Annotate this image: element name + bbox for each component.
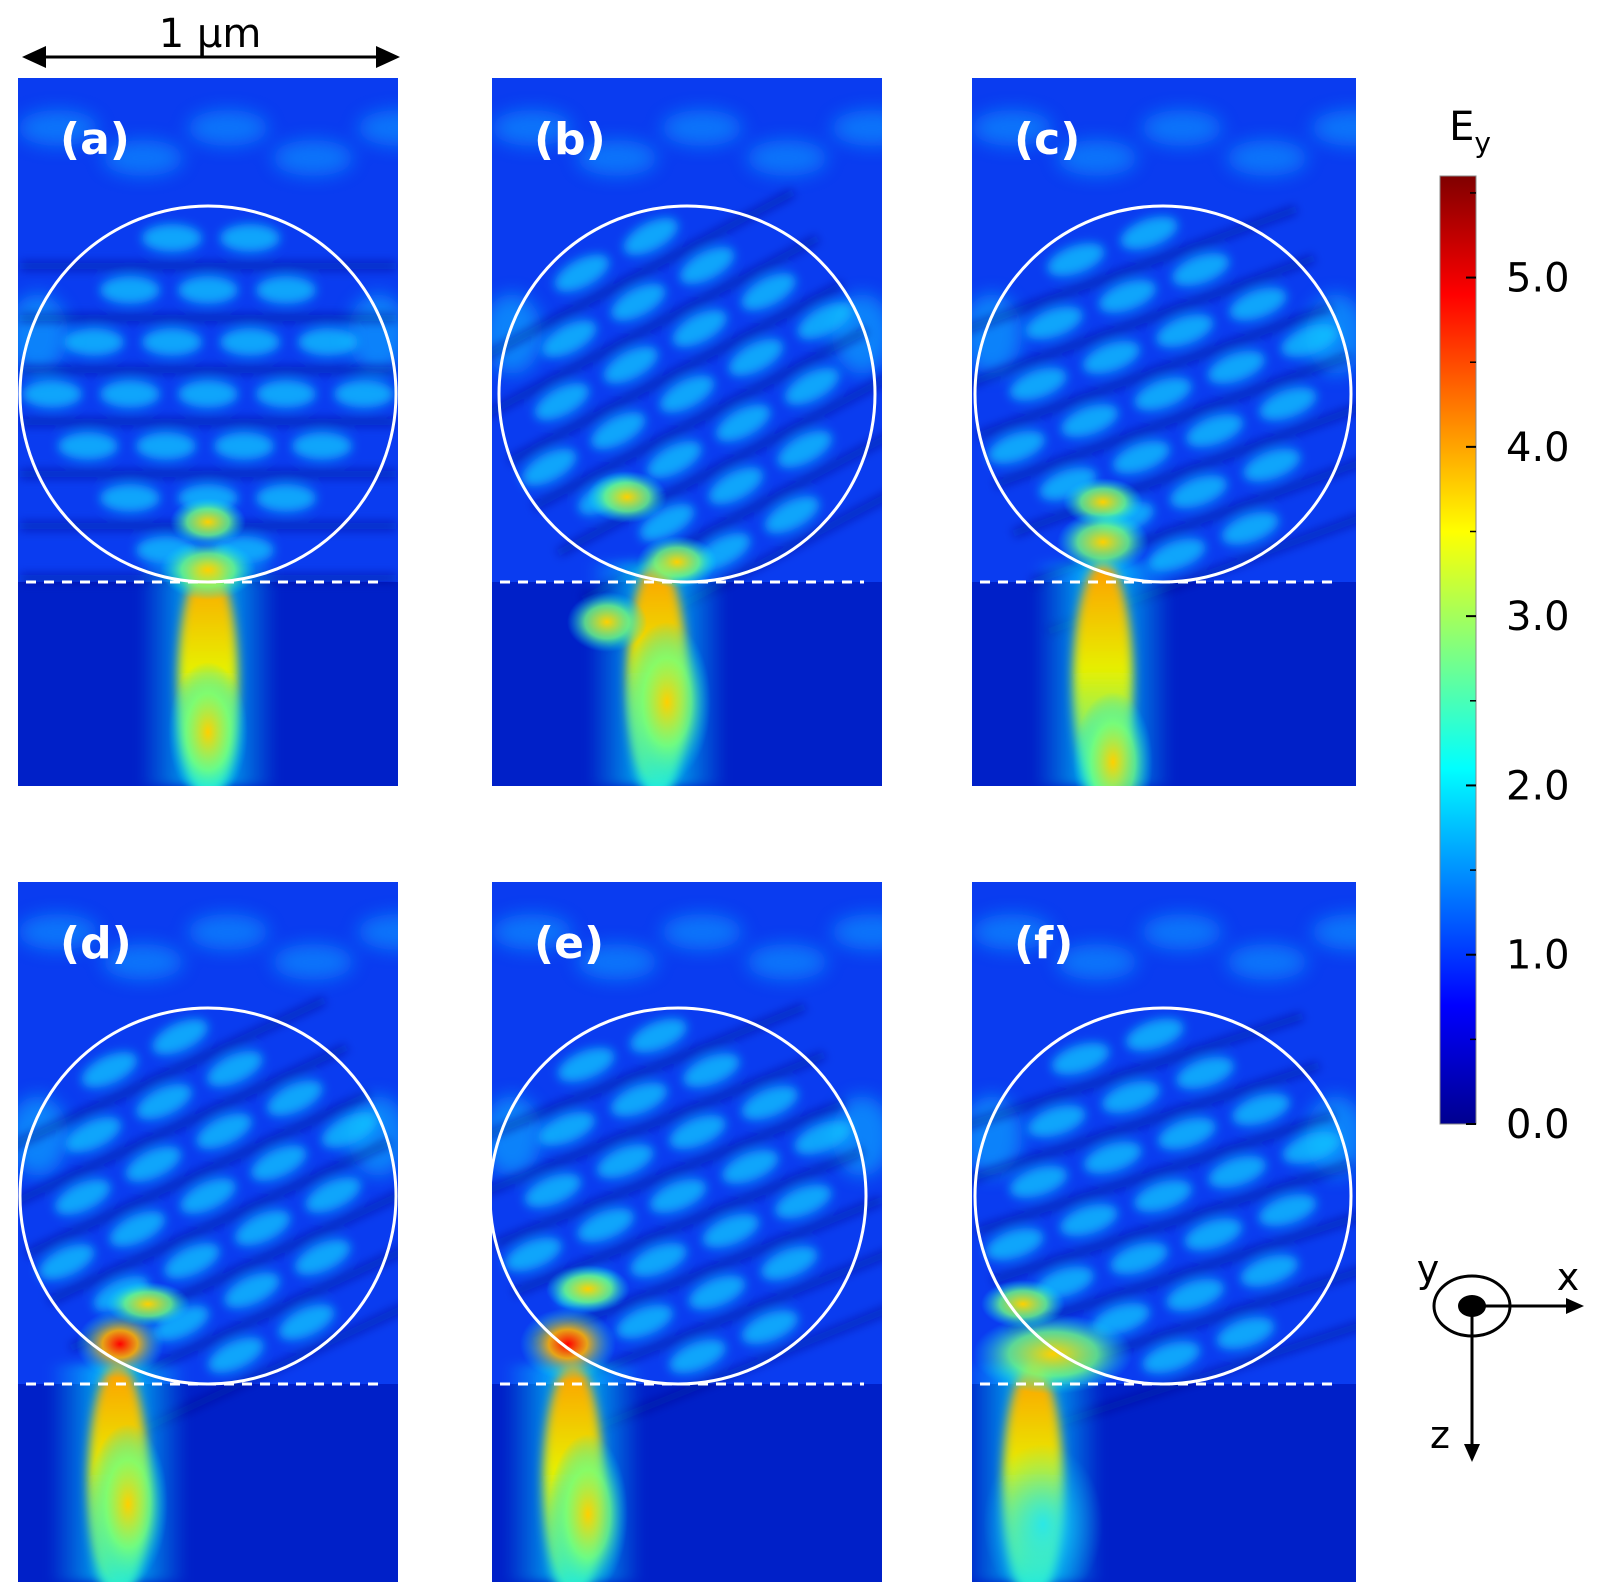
- field-map: [492, 882, 882, 1582]
- field-map: [972, 78, 1356, 786]
- colorbar-tick-label: 4.0: [1506, 425, 1570, 471]
- panel-e: (e): [488, 882, 882, 1582]
- panel-label: (e): [534, 918, 604, 969]
- field-map: [972, 882, 1356, 1582]
- x-axis-label: x: [1557, 1255, 1580, 1299]
- panel-label: (a): [60, 114, 130, 165]
- panel-f: (f): [972, 882, 1356, 1582]
- panel-label: (c): [1014, 114, 1080, 165]
- colorbar: Ey 0.0 1.0 2.0 3.0 4.0 5.0: [1439, 104, 1570, 1148]
- scale-bar-left-arrow-icon: [22, 46, 46, 68]
- colorbar-tick-label: 0.0: [1506, 1102, 1570, 1148]
- colorbar-title: Ey: [1449, 104, 1491, 159]
- panel-label: (f): [1014, 918, 1073, 969]
- y-axis-label: y: [1417, 1247, 1440, 1291]
- scale-bar-right-arrow-icon: [376, 46, 400, 68]
- colorbar-tick-label: 1.0: [1506, 933, 1570, 979]
- field-map: [18, 78, 398, 786]
- sphere-outline: [488, 1006, 868, 1386]
- panel-b: (b): [492, 78, 882, 786]
- z-axis-label: z: [1430, 1413, 1450, 1457]
- colorbar-scale: [1439, 175, 1477, 1125]
- z-axis-arrow-icon: [1464, 1444, 1480, 1462]
- field-map: [18, 882, 398, 1582]
- panel-label: (d): [60, 918, 132, 969]
- colorbar-tick-label: 2.0: [1506, 763, 1570, 809]
- colorbar-tick-label: 3.0: [1506, 594, 1570, 640]
- panel-grid: (a) (b) (c) (d) (e) (f): [18, 78, 1356, 1582]
- panel-c: (c): [972, 78, 1356, 786]
- scale-bar: 1 μm: [22, 11, 400, 68]
- field-map: [492, 78, 882, 786]
- panel-d: (d): [18, 882, 398, 1582]
- x-axis-arrow-icon: [1566, 1298, 1584, 1314]
- axes-indicator: y x z: [1417, 1247, 1584, 1462]
- scale-bar-label: 1 μm: [159, 11, 262, 57]
- panel-label: (b): [534, 114, 606, 165]
- colorbar-ticks: 0.0 1.0 2.0 3.0 4.0 5.0: [1466, 192, 1570, 1148]
- panel-a: (a): [18, 78, 398, 786]
- colorbar-tick-label: 5.0: [1506, 256, 1570, 302]
